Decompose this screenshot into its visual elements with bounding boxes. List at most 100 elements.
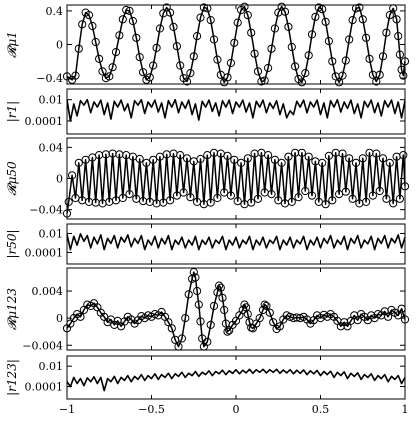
data-point xyxy=(149,61,158,70)
data-point xyxy=(186,193,195,202)
data-point xyxy=(341,187,350,196)
data-point xyxy=(358,15,367,24)
data-point xyxy=(189,268,198,277)
data-point xyxy=(206,198,215,207)
y-axis-label: 𝓡μ123 xyxy=(5,288,19,330)
data-point xyxy=(95,54,104,63)
data-point xyxy=(167,324,176,333)
data-point xyxy=(400,315,410,324)
series-line xyxy=(66,233,406,251)
data-point xyxy=(348,194,357,203)
data-point xyxy=(267,44,276,53)
data-point xyxy=(186,69,195,78)
data-point xyxy=(149,155,158,164)
data-point xyxy=(389,4,398,13)
data-point xyxy=(264,63,273,73)
data-point xyxy=(209,301,219,311)
data-point xyxy=(218,293,227,302)
data-point xyxy=(297,148,306,157)
data-point xyxy=(243,154,252,163)
data-point xyxy=(321,17,330,26)
data-point xyxy=(351,4,361,13)
data-point xyxy=(191,273,200,282)
data-point xyxy=(115,31,124,40)
data-point xyxy=(280,7,290,16)
y-tick-label: 0.01 xyxy=(39,94,64,107)
x-tick-label: 0 xyxy=(233,403,240,416)
data-point xyxy=(226,58,235,68)
y-tick-label: 0.0001 xyxy=(25,246,64,259)
data-point xyxy=(345,154,354,163)
data-point xyxy=(400,182,410,191)
data-point xyxy=(182,77,192,86)
data-point xyxy=(341,56,350,65)
panel-1: 0.4 0 −0.4 𝓡μ1 xyxy=(5,2,410,87)
data-point xyxy=(262,301,271,311)
data-point xyxy=(176,61,185,70)
data-point xyxy=(223,327,232,336)
data-point xyxy=(395,50,404,59)
data-point xyxy=(194,300,203,309)
y-tick-label: −0.04 xyxy=(29,204,63,217)
data-point xyxy=(338,71,347,80)
data-point xyxy=(287,42,296,52)
data-point xyxy=(399,71,408,80)
y-tick-label: 0.4 xyxy=(46,5,64,18)
data-point xyxy=(84,11,94,20)
data-point xyxy=(368,191,377,200)
data-point xyxy=(304,51,313,60)
data-point xyxy=(91,37,100,47)
data-point xyxy=(181,314,190,323)
x-tick-label: 1 xyxy=(402,403,409,416)
data-point xyxy=(267,190,276,199)
data-point xyxy=(353,316,362,325)
data-point xyxy=(155,24,164,33)
data-point xyxy=(395,194,404,203)
data-point xyxy=(206,16,215,25)
data-point xyxy=(78,20,87,29)
data-point xyxy=(226,191,235,200)
data-point xyxy=(243,11,252,20)
data-point xyxy=(301,186,310,196)
data-point xyxy=(145,73,154,82)
data-point xyxy=(111,48,121,57)
y-tick-label: 0.0001 xyxy=(25,381,64,394)
data-point xyxy=(382,194,391,203)
data-point xyxy=(172,42,181,51)
data-point xyxy=(372,77,381,86)
y-tick-label: 0 xyxy=(56,173,63,186)
data-point xyxy=(253,194,263,203)
data-point xyxy=(196,317,205,326)
data-point xyxy=(328,196,337,205)
y-tick-label: 0.004 xyxy=(32,285,64,298)
data-point xyxy=(335,78,344,87)
data-point xyxy=(270,155,279,164)
data-point xyxy=(215,281,224,290)
data-point xyxy=(385,158,394,167)
data-point xyxy=(260,76,269,85)
data-point xyxy=(311,12,320,21)
y-tick-label: 0.01 xyxy=(39,227,64,240)
data-point xyxy=(382,28,391,37)
panel-6: 0.01 0.0001 |r123| −1 −0.5 0 0.5 1 xyxy=(5,355,409,416)
data-point xyxy=(243,310,252,319)
data-point xyxy=(324,151,333,160)
x-tick-label: −1 xyxy=(59,403,75,416)
data-point xyxy=(166,196,175,205)
data-point xyxy=(135,154,144,164)
y-tick-label: 0.04 xyxy=(39,141,64,154)
data-point xyxy=(318,158,327,167)
data-point xyxy=(118,15,127,24)
data-point xyxy=(213,55,222,64)
y-axis-label: |r123| xyxy=(5,359,19,396)
data-point xyxy=(287,197,296,206)
panel-frame xyxy=(66,355,406,400)
data-point xyxy=(351,158,361,167)
data-point xyxy=(321,200,330,209)
data-point xyxy=(176,151,185,160)
data-point xyxy=(118,193,127,203)
data-point xyxy=(209,35,219,44)
data-point xyxy=(237,158,246,167)
data-point xyxy=(230,38,239,47)
